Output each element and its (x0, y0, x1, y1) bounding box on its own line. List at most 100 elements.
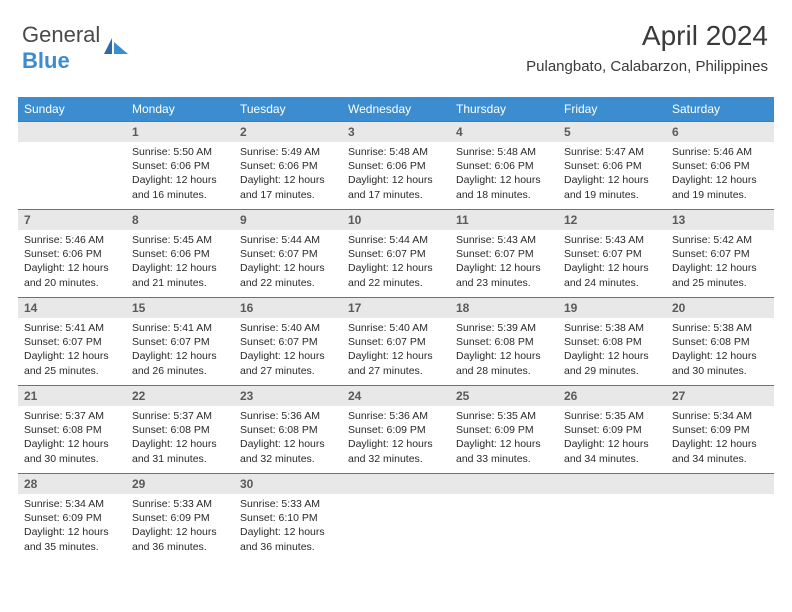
sunrise-line: Sunrise: 5:33 AM (240, 497, 336, 511)
day-number: 4 (450, 121, 558, 142)
day-body: Sunrise: 5:34 AMSunset: 6:09 PMDaylight:… (666, 406, 774, 469)
sunset-line: Sunset: 6:07 PM (132, 335, 228, 349)
day-number: 30 (234, 473, 342, 494)
day-number: 24 (342, 385, 450, 406)
day-body: Sunrise: 5:50 AMSunset: 6:06 PMDaylight:… (126, 142, 234, 205)
calendar-cell: 26Sunrise: 5:35 AMSunset: 6:09 PMDayligh… (558, 385, 666, 473)
calendar-cell: 23Sunrise: 5:36 AMSunset: 6:08 PMDayligh… (234, 385, 342, 473)
day-body: Sunrise: 5:40 AMSunset: 6:07 PMDaylight:… (342, 318, 450, 381)
sunset-line: Sunset: 6:07 PM (24, 335, 120, 349)
daylight-line: Daylight: 12 hours and 30 minutes. (24, 437, 120, 465)
day-body: Sunrise: 5:41 AMSunset: 6:07 PMDaylight:… (18, 318, 126, 381)
calendar-cell: 28Sunrise: 5:34 AMSunset: 6:09 PMDayligh… (18, 473, 126, 561)
day-body: Sunrise: 5:36 AMSunset: 6:09 PMDaylight:… (342, 406, 450, 469)
sunset-line: Sunset: 6:08 PM (24, 423, 120, 437)
day-number: 18 (450, 297, 558, 318)
daylight-line: Daylight: 12 hours and 34 minutes. (564, 437, 660, 465)
sunset-line: Sunset: 6:06 PM (564, 159, 660, 173)
day-number: 10 (342, 209, 450, 230)
location-subtitle: Pulangbato, Calabarzon, Philippines (526, 58, 768, 75)
daylight-line: Daylight: 12 hours and 17 minutes. (348, 173, 444, 201)
day-number: 29 (126, 473, 234, 494)
day-header: Monday (126, 97, 234, 121)
calendar-cell: 18Sunrise: 5:39 AMSunset: 6:08 PMDayligh… (450, 297, 558, 385)
sunrise-line: Sunrise: 5:43 AM (456, 233, 552, 247)
day-body: Sunrise: 5:38 AMSunset: 6:08 PMDaylight:… (666, 318, 774, 381)
day-number: 2 (234, 121, 342, 142)
sunset-line: Sunset: 6:09 PM (456, 423, 552, 437)
sunrise-line: Sunrise: 5:34 AM (24, 497, 120, 511)
sunrise-line: Sunrise: 5:43 AM (564, 233, 660, 247)
flag-icon (104, 36, 130, 61)
day-number: 7 (18, 209, 126, 230)
calendar-row: 7Sunrise: 5:46 AMSunset: 6:06 PMDaylight… (18, 209, 774, 297)
daylight-line: Daylight: 12 hours and 17 minutes. (240, 173, 336, 201)
day-header: Friday (558, 97, 666, 121)
day-number-empty (450, 473, 558, 494)
sunset-line: Sunset: 6:07 PM (348, 247, 444, 261)
daylight-line: Daylight: 12 hours and 19 minutes. (564, 173, 660, 201)
daylight-line: Daylight: 12 hours and 27 minutes. (348, 349, 444, 377)
sunrise-line: Sunrise: 5:48 AM (348, 145, 444, 159)
daylight-line: Daylight: 12 hours and 21 minutes. (132, 261, 228, 289)
day-body: Sunrise: 5:42 AMSunset: 6:07 PMDaylight:… (666, 230, 774, 293)
sunset-line: Sunset: 6:07 PM (240, 247, 336, 261)
day-number-empty (18, 121, 126, 142)
day-number: 14 (18, 297, 126, 318)
logo-text-blue: Blue (22, 48, 70, 73)
calendar-cell: 1Sunrise: 5:50 AMSunset: 6:06 PMDaylight… (126, 121, 234, 209)
day-number: 12 (558, 209, 666, 230)
logo-text-gray: General (22, 22, 100, 47)
day-body: Sunrise: 5:44 AMSunset: 6:07 PMDaylight:… (342, 230, 450, 293)
day-body: Sunrise: 5:33 AMSunset: 6:09 PMDaylight:… (126, 494, 234, 557)
daylight-line: Daylight: 12 hours and 32 minutes. (348, 437, 444, 465)
sunset-line: Sunset: 6:08 PM (456, 335, 552, 349)
calendar-cell: 11Sunrise: 5:43 AMSunset: 6:07 PMDayligh… (450, 209, 558, 297)
calendar-cell: 15Sunrise: 5:41 AMSunset: 6:07 PMDayligh… (126, 297, 234, 385)
day-number: 15 (126, 297, 234, 318)
sunset-line: Sunset: 6:09 PM (132, 511, 228, 525)
calendar-row: 21Sunrise: 5:37 AMSunset: 6:08 PMDayligh… (18, 385, 774, 473)
calendar-table: SundayMondayTuesdayWednesdayThursdayFrid… (18, 97, 774, 561)
calendar-cell: 12Sunrise: 5:43 AMSunset: 6:07 PMDayligh… (558, 209, 666, 297)
day-header: Sunday (18, 97, 126, 121)
sunrise-line: Sunrise: 5:47 AM (564, 145, 660, 159)
logo: General Blue (22, 22, 130, 74)
daylight-line: Daylight: 12 hours and 19 minutes. (672, 173, 768, 201)
sunrise-line: Sunrise: 5:33 AM (132, 497, 228, 511)
sunrise-line: Sunrise: 5:40 AM (348, 321, 444, 335)
sunset-line: Sunset: 6:10 PM (240, 511, 336, 525)
calendar-cell: 25Sunrise: 5:35 AMSunset: 6:09 PMDayligh… (450, 385, 558, 473)
sunrise-line: Sunrise: 5:36 AM (348, 409, 444, 423)
calendar-cell: 13Sunrise: 5:42 AMSunset: 6:07 PMDayligh… (666, 209, 774, 297)
day-number: 8 (126, 209, 234, 230)
daylight-line: Daylight: 12 hours and 18 minutes. (456, 173, 552, 201)
calendar-body: 1Sunrise: 5:50 AMSunset: 6:06 PMDaylight… (18, 121, 774, 561)
calendar-cell: 16Sunrise: 5:40 AMSunset: 6:07 PMDayligh… (234, 297, 342, 385)
sunset-line: Sunset: 6:08 PM (672, 335, 768, 349)
day-number: 17 (342, 297, 450, 318)
day-number: 11 (450, 209, 558, 230)
page-title: April 2024 (526, 20, 768, 52)
day-header: Thursday (450, 97, 558, 121)
day-body: Sunrise: 5:48 AMSunset: 6:06 PMDaylight:… (450, 142, 558, 205)
calendar-row: 1Sunrise: 5:50 AMSunset: 6:06 PMDaylight… (18, 121, 774, 209)
calendar-cell: 10Sunrise: 5:44 AMSunset: 6:07 PMDayligh… (342, 209, 450, 297)
sunrise-line: Sunrise: 5:38 AM (672, 321, 768, 335)
day-body: Sunrise: 5:44 AMSunset: 6:07 PMDaylight:… (234, 230, 342, 293)
calendar-cell: 7Sunrise: 5:46 AMSunset: 6:06 PMDaylight… (18, 209, 126, 297)
sunset-line: Sunset: 6:07 PM (456, 247, 552, 261)
calendar-cell (558, 473, 666, 561)
sunrise-line: Sunrise: 5:37 AM (132, 409, 228, 423)
calendar-cell: 27Sunrise: 5:34 AMSunset: 6:09 PMDayligh… (666, 385, 774, 473)
day-body: Sunrise: 5:41 AMSunset: 6:07 PMDaylight:… (126, 318, 234, 381)
day-number-empty (666, 473, 774, 494)
calendar-cell: 17Sunrise: 5:40 AMSunset: 6:07 PMDayligh… (342, 297, 450, 385)
day-body: Sunrise: 5:45 AMSunset: 6:06 PMDaylight:… (126, 230, 234, 293)
calendar-cell: 24Sunrise: 5:36 AMSunset: 6:09 PMDayligh… (342, 385, 450, 473)
sunset-line: Sunset: 6:09 PM (564, 423, 660, 437)
calendar-header-row: SundayMondayTuesdayWednesdayThursdayFrid… (18, 97, 774, 121)
day-body: Sunrise: 5:40 AMSunset: 6:07 PMDaylight:… (234, 318, 342, 381)
calendar-row: 14Sunrise: 5:41 AMSunset: 6:07 PMDayligh… (18, 297, 774, 385)
calendar-cell: 3Sunrise: 5:48 AMSunset: 6:06 PMDaylight… (342, 121, 450, 209)
